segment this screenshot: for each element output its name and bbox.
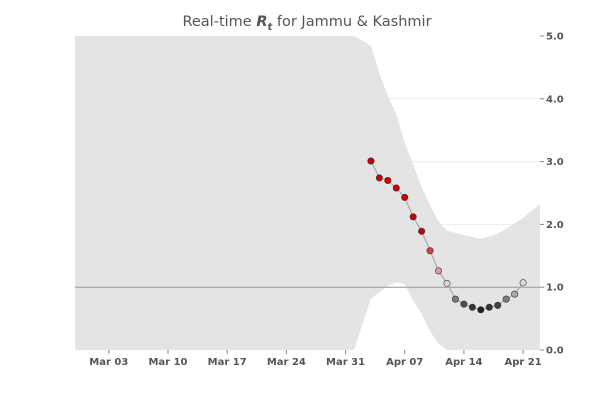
data-point-18	[519, 279, 527, 287]
data-point-6	[418, 227, 426, 235]
title-symbol: R	[256, 14, 267, 30]
y-tick-label-4: 4.0	[546, 94, 564, 105]
chart-title: Real-time Rt for Jammu & Kashmir	[182, 14, 431, 33]
data-point-17	[511, 290, 519, 298]
x-tick-label-4: Mar 31	[326, 357, 365, 368]
data-point-9	[443, 279, 451, 287]
y-tick-label-5: 5.0	[546, 32, 564, 43]
title-suffix: for Jammu & Kashmir	[272, 14, 431, 30]
data-point-8	[435, 267, 443, 275]
y-tick-label-2: 2.0	[546, 220, 564, 231]
data-point-7	[426, 247, 434, 255]
data-point-11	[460, 300, 468, 308]
data-point-10	[451, 295, 459, 303]
data-point-14	[485, 303, 493, 311]
title-prefix: Real-time	[182, 14, 256, 30]
data-point-13	[477, 306, 485, 314]
data-point-2	[384, 176, 392, 184]
plot-area: Mar 03 Mar 10 Mar 17 Mar 24 Mar 31 Apr 07 Apr …	[75, 32, 564, 368]
x-tick-label-1: Mar 10	[148, 357, 187, 368]
x-tick-label-3: Mar 24	[267, 357, 306, 368]
x-tick-label-7: Apr 21	[504, 357, 541, 368]
x-tick-label-5: Apr 07	[386, 357, 423, 368]
data-point-15	[494, 301, 502, 309]
title-subscript: t	[267, 22, 273, 33]
y-tick-label-1: 1.0	[546, 283, 564, 294]
credible-interval-band	[75, 36, 540, 350]
y-tick-label-0: 0.0	[546, 346, 564, 357]
data-point-12	[468, 303, 476, 311]
y-tick-label-3: 3.0	[546, 157, 564, 168]
x-tick-label-6: Apr 14	[445, 357, 482, 368]
data-point-4	[401, 193, 409, 201]
data-point-3	[392, 184, 400, 192]
data-point-0	[367, 157, 375, 165]
data-point-1	[375, 174, 383, 182]
data-point-16	[502, 295, 510, 303]
x-tick-label-0: Mar 03	[89, 357, 128, 368]
x-tick-label-2: Mar 17	[208, 357, 247, 368]
data-point-5	[409, 213, 417, 221]
